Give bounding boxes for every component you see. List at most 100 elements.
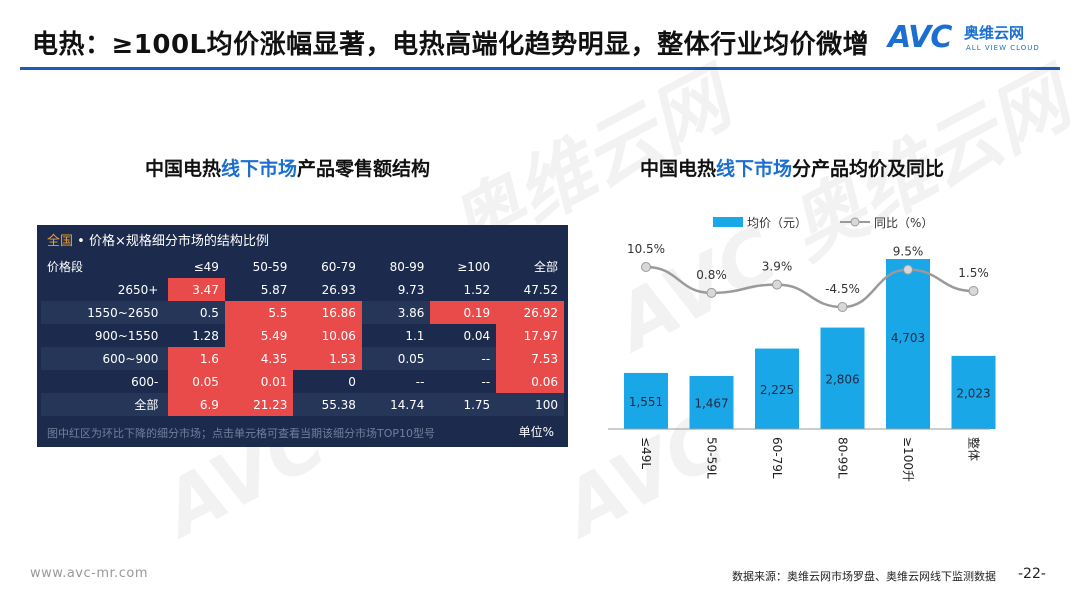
table-cell[interactable]: -- [481, 374, 491, 389]
line-value-label: 3.9% [762, 260, 793, 274]
line-point [903, 264, 913, 275]
table-row: 1550~2650 0.5 5.5 16.86 3.86 0.19 26.92 [41, 301, 564, 324]
panel-note: 图中红区为环比下降的细分市场；点击单元格可查看当期该细分市场TOP10型号 [47, 427, 436, 440]
column-header: 50-59 [252, 259, 288, 274]
column-header: ≥100 [457, 259, 491, 274]
table-cell[interactable]: 26.93 [321, 282, 356, 297]
left-section-title: 中国电热线下市场产品零售额结构 [145, 158, 431, 180]
table-cell[interactable]: 0.19 [430, 301, 497, 324]
bar [820, 327, 865, 429]
table-cell[interactable]: 5.49 [224, 324, 294, 347]
table-cell[interactable]: 17.97 [496, 324, 564, 347]
x-tick-label: 50-59L [705, 437, 719, 479]
table-cell[interactable]: 0.05 [168, 370, 225, 393]
table-row: 2650+ 3.47 5.87 26.93 9.73 1.52 47.52 [41, 278, 564, 301]
logo-en-text: ALL VIEW CLOUD [966, 44, 1040, 52]
structure-table-panel: 全国 • 价格×规格细分市场的结构比例 价格段 ≤49 50-59 60-79 80-9… [37, 225, 568, 447]
logo-cn-text: 奥维云网 [964, 24, 1025, 42]
table-row: 600- 0.05 0.01 0 -- -- 0.06 [41, 370, 564, 393]
bar-value-label: 1,551 [629, 395, 663, 409]
yoy-line [645, 265, 974, 309]
legend-label-line: 同比（%） [874, 216, 933, 230]
table-cell[interactable]: 0.05 [361, 347, 431, 370]
table-cell[interactable]: 55.38 [293, 393, 362, 416]
bar [755, 348, 799, 429]
row-label: 2650+ [117, 282, 159, 297]
row-label: 600~900 [41, 347, 169, 370]
x-tick-label: ≤49L [639, 437, 653, 469]
table-cell[interactable]: 1.28 [192, 328, 219, 343]
table-cell[interactable]: 100 [496, 393, 564, 416]
line-value-label: 1.5% [958, 266, 989, 280]
table-cell[interactable]: 0.06 [496, 370, 564, 393]
bar-value-label: 2,806 [825, 372, 859, 386]
line-point [641, 262, 651, 272]
data-source: 数据来源：奥维云网市场罗盘、奥维云网线下监测数据 [732, 570, 996, 583]
bar-value-label: 1,467 [694, 396, 728, 410]
table-cell[interactable]: 47.52 [523, 282, 558, 297]
table-cell[interactable]: 3.47 [168, 278, 225, 301]
table-cell[interactable]: 1.52 [463, 282, 491, 297]
table-cell[interactable]: 0.01 [224, 370, 294, 393]
legend-label-bar: 均价（元） [747, 216, 807, 230]
table-cell[interactable]: -- [430, 347, 497, 370]
bar-value-label: 2,225 [760, 383, 794, 397]
column-header: 80-99 [389, 259, 425, 274]
line-point [968, 286, 979, 296]
table-cell[interactable]: 1.1 [405, 328, 425, 343]
panel-header: 全国 • 价格×规格细分市场的结构比例 [47, 234, 269, 249]
table-cell[interactable]: -- [415, 374, 425, 389]
legend-marker-line [850, 217, 860, 227]
table-row: 全部 6.9 21.23 55.38 14.74 1.75 100 [41, 393, 564, 416]
table-cell[interactable]: 7.53 [496, 347, 564, 370]
line-point [772, 279, 782, 290]
table-row: 600~900 1.6 4.35 1.53 0.05 -- 7.53 [41, 347, 564, 370]
table-cell[interactable]: 1.75 [430, 393, 497, 416]
x-tick-label: 60-79L [770, 437, 784, 479]
table-cell[interactable]: 0.04 [463, 328, 491, 343]
slide-title: 电热：≥100L均价涨幅显著，电热高端化趋势明显，整体行业均价微增 [32, 30, 870, 60]
table-cell[interactable]: 26.92 [496, 301, 564, 324]
table-cell[interactable]: 21.23 [224, 393, 294, 416]
bar-value-label: 2,023 [956, 386, 990, 400]
footer-url: www.avc-mr.com [30, 566, 149, 581]
structure-table: 价格段 ≤49 50-59 60-79 80-99 ≥100 全部 2650+ 3.47 5.8… [41, 255, 564, 416]
table-cell[interactable]: 9.73 [397, 282, 425, 297]
x-tick-label: 整体 [967, 437, 982, 461]
avg-price-chart: 均价（元） 同比（%） 1,551 1,467 2,225 2,806 4,703 2,023… [608, 216, 996, 482]
page-number: -22- [1018, 566, 1046, 582]
x-tick-label: 80-99L [836, 437, 850, 479]
bar [886, 259, 930, 429]
table-cell[interactable]: 0.5 [168, 301, 225, 324]
column-header: 60-79 [321, 259, 356, 274]
table-cell[interactable]: 5.5 [224, 301, 294, 324]
bar [951, 355, 996, 429]
line-value-label: 10.5% [627, 242, 665, 256]
bar [624, 372, 668, 429]
line-value-label: -4.5% [825, 282, 860, 296]
table-cell[interactable]: 4.35 [224, 347, 294, 370]
line-value-label: 9.5% [893, 245, 924, 259]
table-cell[interactable]: 16.86 [293, 301, 362, 324]
bar [689, 375, 734, 429]
table-row: 900~1550 1.28 5.49 10.06 1.1 0.04 17.97 [41, 324, 564, 347]
right-section-title: 中国电热线下市场分产品均价及同比 [640, 158, 945, 180]
table-cell[interactable]: 0 [348, 374, 356, 389]
line-point [706, 287, 717, 298]
line-value-label: 0.8% [696, 268, 727, 282]
row-label: 1550~2650 [41, 301, 169, 324]
table-cell[interactable]: 10.06 [293, 324, 362, 347]
table-cell[interactable]: 6.9 [168, 393, 225, 416]
table-cell[interactable]: 1.6 [168, 347, 225, 370]
x-tick-label: ≥100升 [901, 437, 915, 482]
table-cell[interactable]: 1.53 [293, 347, 362, 370]
title-divider [20, 67, 1060, 70]
logo-mark: AVC [888, 20, 952, 55]
table-cell[interactable]: 14.74 [361, 393, 431, 416]
table-cell[interactable]: 3.86 [361, 301, 431, 324]
legend-swatch-bar [713, 217, 743, 227]
bar-value-label: 4,703 [891, 331, 925, 345]
line-point [837, 302, 848, 312]
table-cell[interactable]: 5.87 [260, 282, 288, 297]
row-label: 全部 [41, 393, 169, 416]
